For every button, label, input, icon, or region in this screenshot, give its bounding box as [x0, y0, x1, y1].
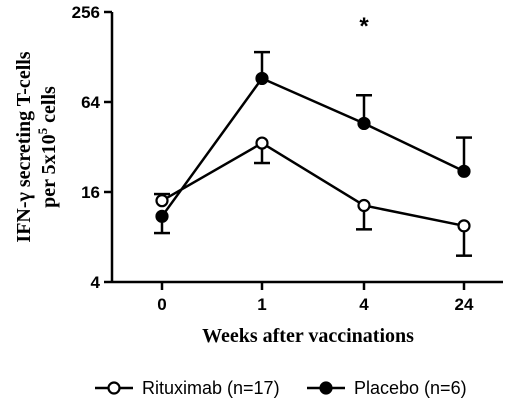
legend-label: Rituximab (n=17): [142, 378, 280, 398]
axes: 4 16 64 256 0 1 4 24: [72, 3, 503, 314]
legend-marker: [107, 381, 121, 395]
data-point: [155, 194, 169, 208]
y-tick-label: 256: [72, 3, 100, 22]
legend-label: Placebo (n=6): [354, 378, 467, 398]
y-tick-label: 16: [81, 183, 100, 202]
legend-item: Placebo (n=6): [307, 378, 467, 398]
x-tick-label: 4: [359, 295, 369, 314]
x-axis-label: Weeks after vaccinations: [202, 325, 414, 347]
data-point: [155, 209, 169, 223]
legend-item: Rituximab (n=17): [95, 378, 280, 398]
data-point: [357, 116, 371, 131]
legend: Rituximab (n=17) Placebo (n=6): [95, 378, 467, 398]
series-line: [161, 141, 465, 228]
data-point: [255, 71, 269, 86]
y-tick-label: 4: [91, 273, 101, 292]
y-axis-label-prefix: per 5x10: [38, 134, 60, 208]
data-point: [457, 164, 471, 178]
data-point: [457, 219, 471, 233]
significance-annotation: *: [359, 13, 369, 40]
y-axis-label-sup: 5: [35, 127, 50, 134]
series-line: [160, 76, 465, 218]
data-point: [255, 136, 269, 150]
data-point: [357, 198, 371, 213]
y-axis-label-line2: per 5x105 cells: [35, 86, 60, 208]
y-tick-label: 64: [81, 93, 100, 112]
y-axis-label-suffix: cells: [38, 86, 60, 128]
y-axis-label-line1: IFN-γ secreting T-cells: [13, 51, 35, 242]
x-tick-label: 0: [157, 295, 166, 314]
x-tick-label: 1: [257, 295, 266, 314]
series-placebo: [154, 50, 472, 235]
chart-marks: *: [154, 13, 472, 257]
series-rituximab: [154, 136, 472, 257]
legend-marker: [319, 381, 333, 395]
x-tick-label: 24: [455, 295, 474, 314]
